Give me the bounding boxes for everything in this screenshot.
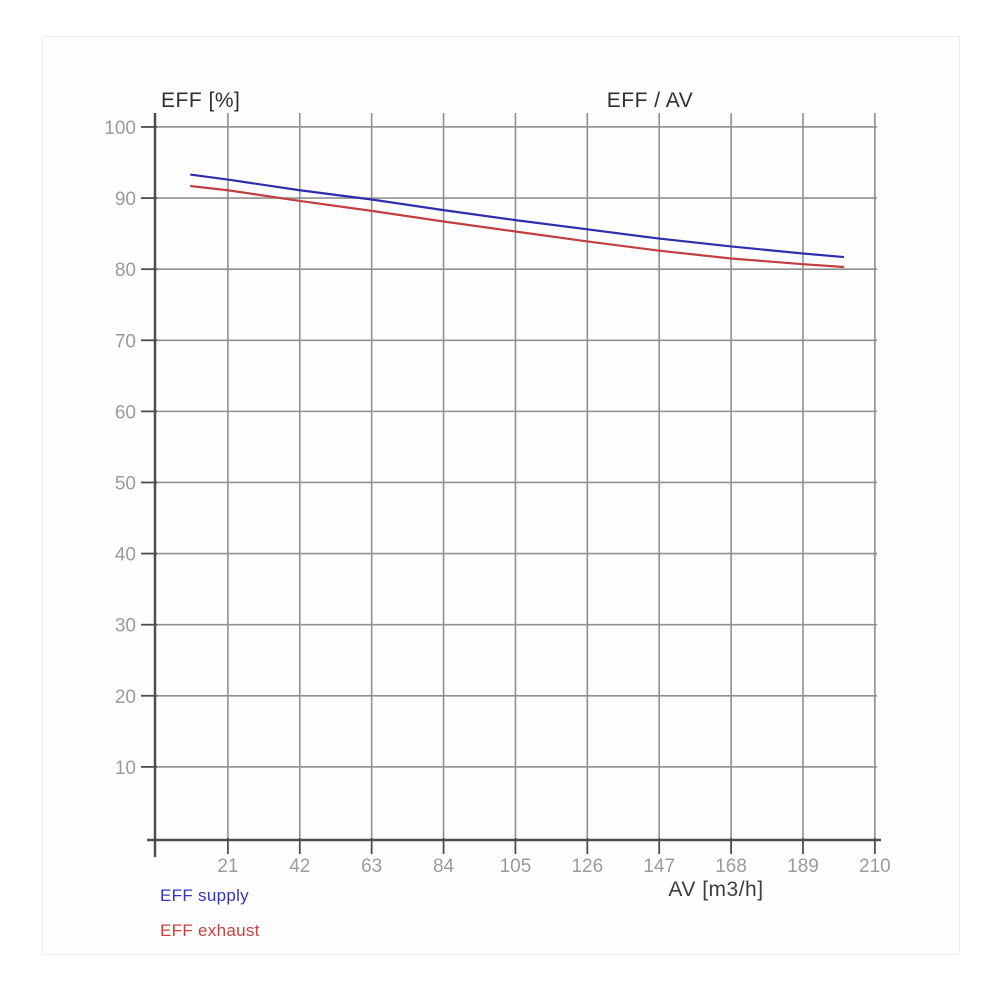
chart-title: EFF / AV [606,89,694,112]
x-tick-label: 63 [361,856,382,877]
x-tick-label: 42 [289,856,310,877]
x-tick-label: 84 [433,856,455,877]
y-tick-label: 40 [115,545,136,566]
legend-item-eff-supply: EFF supply [160,886,249,905]
y-tick-label: 80 [115,260,136,281]
y-axis-title: EFF [%] [161,89,241,112]
x-tick-label: 126 [571,856,603,877]
x-tick-label: 105 [500,856,532,877]
x-tick-label: 168 [715,856,747,877]
y-tick-label: 90 [115,189,136,210]
series-line-eff-supply [190,173,845,259]
x-axis-title: AV [m3/h] [668,878,764,901]
legend-item-eff-exhaust: EFF exhaust [160,921,260,940]
x-tick-label: 21 [217,856,238,877]
chart-panel [42,36,960,955]
legend: EFF supply EFF exhaust [160,887,260,957]
y-tick-label: 20 [115,687,136,708]
y-tick-label: 60 [115,402,136,423]
y-tick-label: 50 [115,473,136,494]
y-tick-label: 30 [115,616,136,637]
x-tick-label: 147 [643,856,675,877]
x-tick-label: 210 [859,856,891,877]
y-tick-label: 70 [115,331,136,352]
x-tick-label: 189 [787,856,819,877]
y-tick-label: 10 [115,758,136,779]
y-tick-label: 100 [104,118,136,139]
series-line-eff-exhaust [190,184,845,269]
